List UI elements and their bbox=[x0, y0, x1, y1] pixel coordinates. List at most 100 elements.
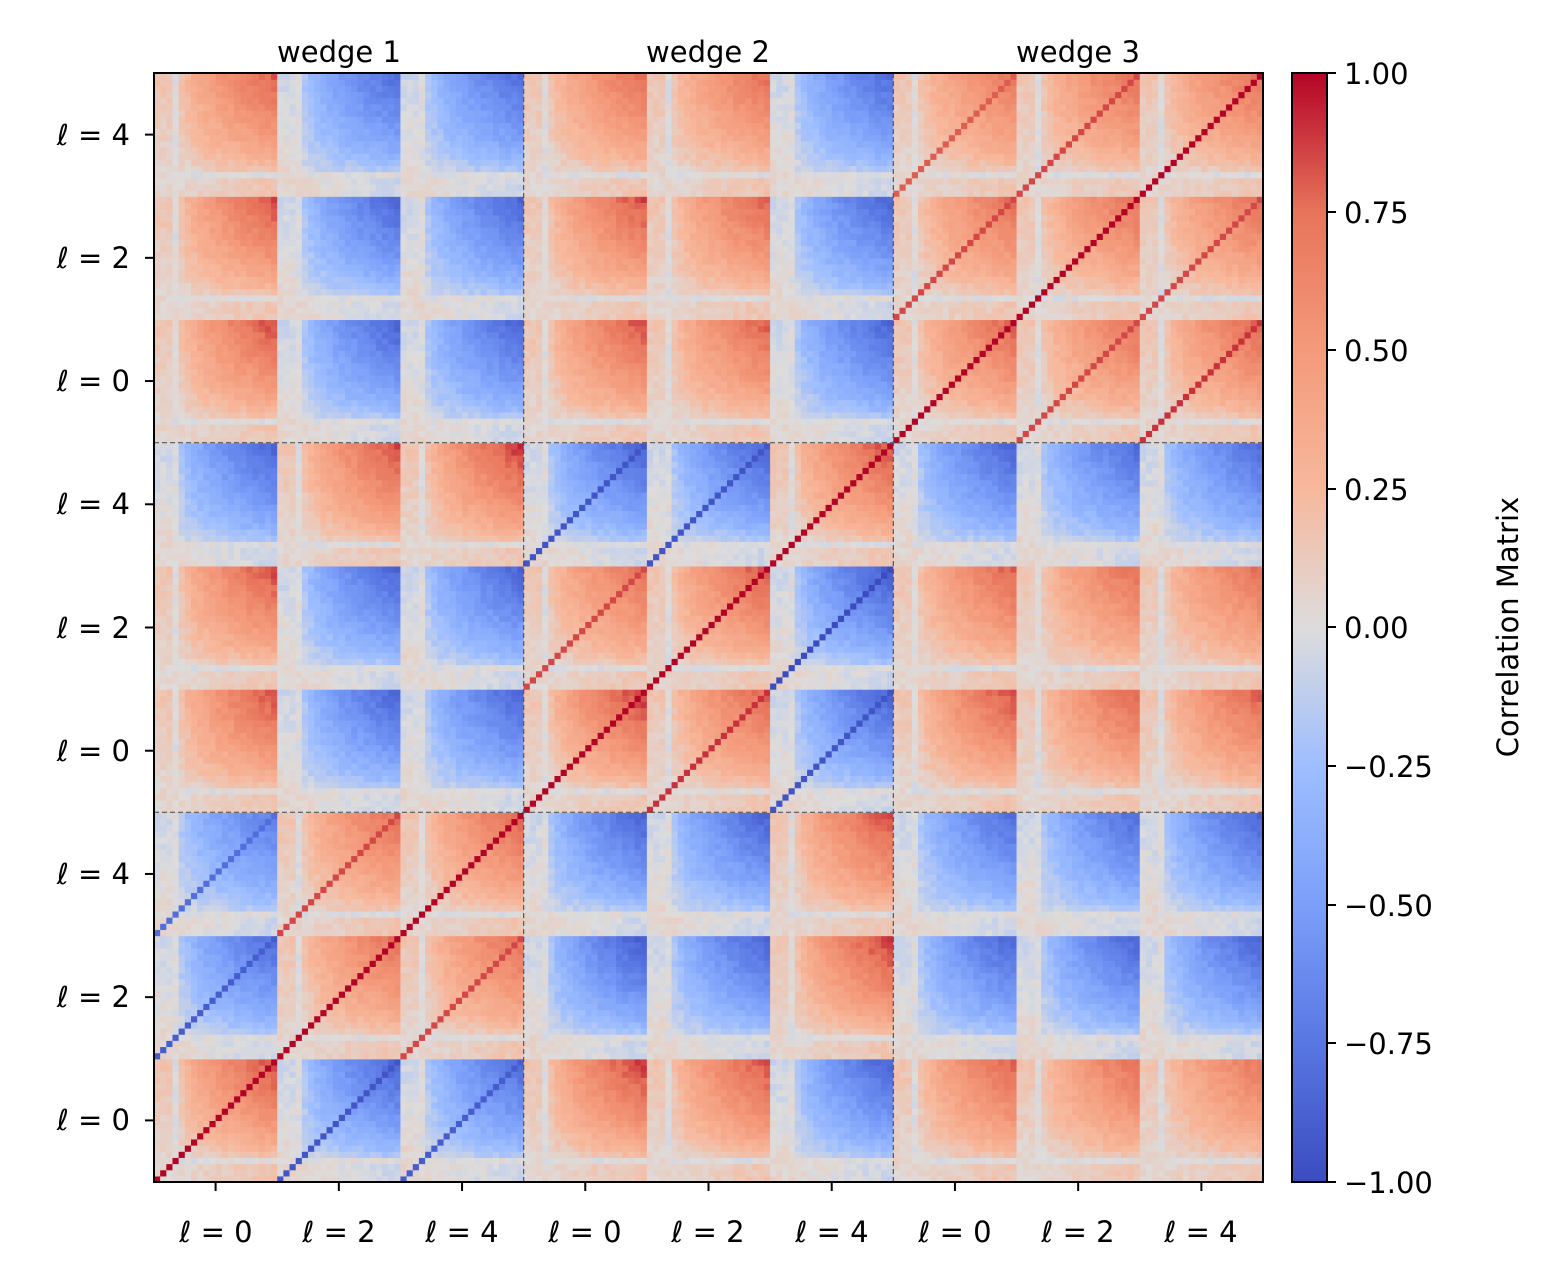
heatmap-cell bbox=[961, 1157, 968, 1165]
heatmap-cell bbox=[1010, 1163, 1018, 1171]
heatmap-cell bbox=[837, 1071, 845, 1078]
heatmap-cell bbox=[517, 1015, 525, 1023]
heatmap-cell bbox=[363, 1046, 371, 1054]
heatmap-cell bbox=[1238, 1163, 1246, 1171]
heatmap-cell bbox=[659, 1126, 666, 1134]
heatmap-cell bbox=[1189, 1058, 1196, 1066]
heatmap-cell bbox=[449, 1138, 457, 1146]
heatmap-cell bbox=[585, 1169, 593, 1177]
heatmap-cell bbox=[197, 1003, 204, 1011]
heatmap-cell bbox=[807, 1120, 814, 1128]
heatmap-cell bbox=[961, 1108, 968, 1115]
heatmap-cell bbox=[1041, 1126, 1048, 1134]
heatmap-cell bbox=[154, 941, 161, 949]
heatmap-cell bbox=[344, 947, 352, 955]
heatmap-cell bbox=[616, 1040, 623, 1048]
heatmap-cell bbox=[1207, 1175, 1215, 1183]
heatmap-cell bbox=[640, 1120, 648, 1128]
heatmap-cell bbox=[344, 1120, 352, 1128]
heatmap-cell bbox=[616, 1126, 623, 1134]
heatmap-cell bbox=[745, 1108, 753, 1115]
heatmap-cell bbox=[443, 935, 451, 943]
heatmap-cell bbox=[1022, 1058, 1030, 1066]
heatmap-cell bbox=[1090, 1101, 1098, 1109]
heatmap-cell bbox=[640, 1034, 648, 1041]
heatmap-cell bbox=[492, 1114, 500, 1121]
heatmap-cell bbox=[209, 1108, 217, 1115]
heatmap-cell bbox=[961, 1120, 968, 1128]
heatmap-cell bbox=[702, 1175, 710, 1183]
heatmap-cell bbox=[726, 1095, 734, 1103]
heatmap-cell bbox=[437, 1145, 445, 1152]
heatmap-cell bbox=[677, 1126, 685, 1134]
heatmap-cell bbox=[332, 1089, 340, 1097]
heatmap-cell bbox=[449, 1021, 457, 1029]
heatmap-cell bbox=[431, 984, 439, 992]
heatmap-cell bbox=[209, 1015, 217, 1023]
heatmap-cell bbox=[683, 1163, 691, 1171]
heatmap-cell bbox=[505, 1077, 512, 1085]
heatmap-cell bbox=[1213, 1169, 1221, 1177]
heatmap-cell bbox=[609, 1151, 617, 1158]
heatmap-cell bbox=[1133, 1064, 1141, 1072]
heatmap-cell bbox=[283, 1003, 291, 1011]
heatmap-cell bbox=[874, 1126, 882, 1134]
heatmap-cell bbox=[788, 1157, 796, 1165]
heatmap-cell bbox=[554, 1095, 562, 1103]
heatmap-cell bbox=[1108, 1108, 1116, 1115]
heatmap-cell bbox=[714, 1138, 722, 1146]
heatmap-cell bbox=[948, 1101, 956, 1109]
heatmap-cell bbox=[936, 1132, 944, 1140]
heatmap-cell bbox=[271, 1071, 278, 1078]
heatmap-cell bbox=[437, 1138, 445, 1146]
heatmap-cell bbox=[603, 1169, 611, 1177]
heatmap-cell bbox=[813, 1071, 820, 1078]
heatmap-cell bbox=[240, 997, 248, 1004]
heatmap-cell bbox=[332, 1021, 340, 1029]
heatmap-cell bbox=[665, 1157, 673, 1165]
heatmap-cell bbox=[1244, 1126, 1252, 1134]
heatmap-cell bbox=[344, 966, 352, 974]
heatmap-cell bbox=[400, 978, 408, 986]
heatmap-cell bbox=[160, 1003, 167, 1011]
heatmap-cell bbox=[757, 1101, 765, 1109]
heatmap-cell bbox=[917, 1108, 925, 1115]
heatmap-cell bbox=[1176, 1151, 1184, 1158]
heatmap-cell bbox=[671, 1163, 679, 1171]
heatmap-cell bbox=[381, 1015, 389, 1023]
heatmap-cell bbox=[505, 1138, 512, 1146]
heatmap-cell bbox=[696, 1157, 703, 1165]
heatmap-cell bbox=[1182, 1095, 1190, 1103]
heatmap-cell bbox=[400, 935, 408, 943]
heatmap-cell bbox=[271, 1108, 278, 1115]
heatmap-cell bbox=[924, 1114, 931, 1121]
heatmap-cell bbox=[572, 1052, 580, 1060]
heatmap-cell bbox=[197, 1163, 204, 1171]
heatmap-cell bbox=[640, 1108, 648, 1115]
heatmap-cell bbox=[184, 972, 192, 980]
heatmap-cell bbox=[881, 1163, 888, 1171]
heatmap-cell bbox=[597, 1046, 605, 1054]
heatmap-cell bbox=[499, 941, 506, 949]
heatmap-cell bbox=[154, 1064, 161, 1072]
heatmap-cell bbox=[406, 1058, 414, 1066]
heatmap-cell bbox=[696, 1089, 703, 1097]
heatmap-cell bbox=[677, 1145, 685, 1152]
heatmap-cell bbox=[437, 1083, 445, 1091]
heatmap-cell bbox=[462, 1083, 469, 1091]
heatmap-cell bbox=[166, 1120, 174, 1128]
heatmap-cell bbox=[714, 1058, 722, 1066]
heatmap-cell bbox=[314, 991, 321, 998]
heatmap-cell bbox=[209, 1120, 217, 1128]
heatmap-cell bbox=[499, 1077, 506, 1085]
heatmap-cell bbox=[1213, 1064, 1221, 1072]
heatmap-cell bbox=[468, 991, 475, 998]
heatmap-cell bbox=[597, 1169, 605, 1177]
heatmap-cell bbox=[807, 1163, 814, 1171]
heatmap-cell bbox=[406, 960, 414, 967]
heatmap-cell bbox=[868, 1077, 876, 1085]
heatmap-cell bbox=[1213, 1058, 1221, 1066]
heatmap-cell bbox=[203, 1083, 211, 1091]
heatmap-cell bbox=[166, 1071, 174, 1078]
heatmap-cell bbox=[227, 1108, 235, 1115]
